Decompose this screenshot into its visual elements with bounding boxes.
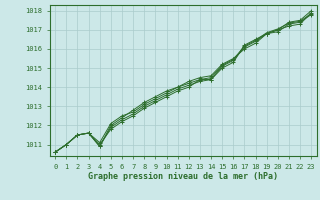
- X-axis label: Graphe pression niveau de la mer (hPa): Graphe pression niveau de la mer (hPa): [88, 172, 278, 181]
